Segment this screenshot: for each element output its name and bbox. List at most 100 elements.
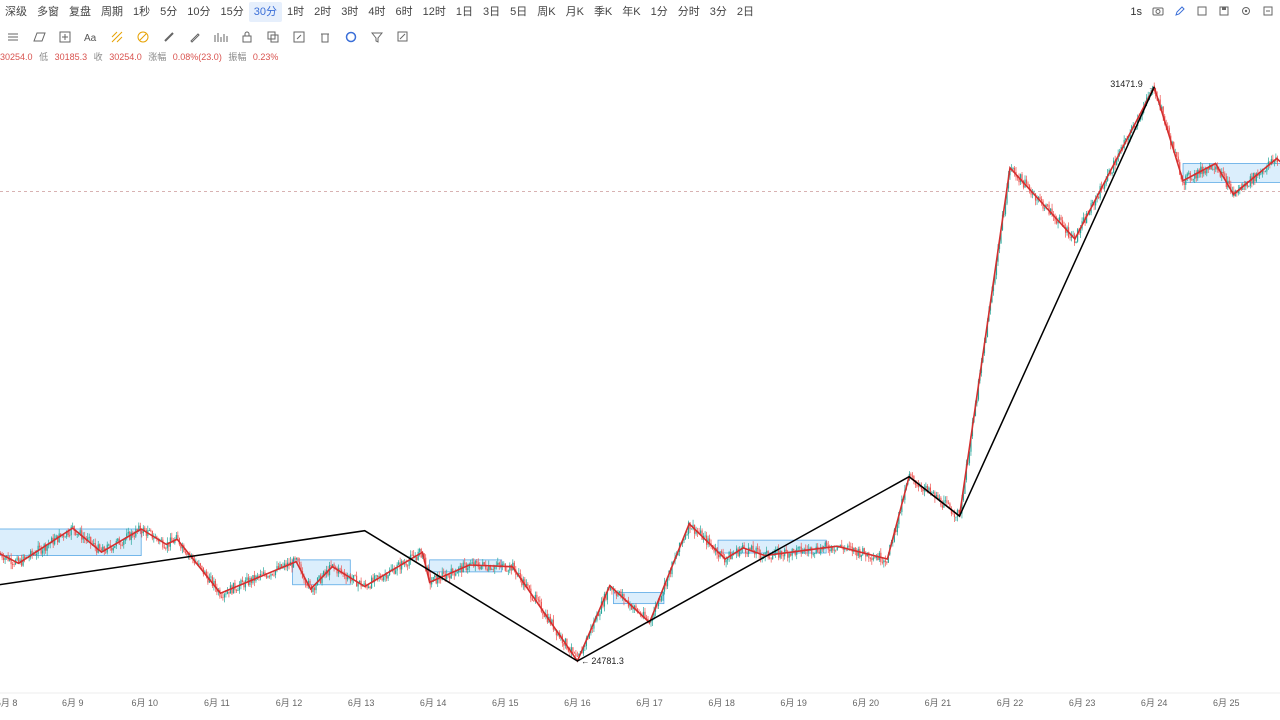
candle-body: [724, 558, 726, 563]
period-item[interactable]: 2时: [314, 6, 332, 18]
candle-body: [874, 557, 876, 559]
candle-body: [929, 487, 931, 494]
candle-body: [501, 564, 503, 567]
candle-body: [600, 601, 603, 614]
period-item[interactable]: 5分: [160, 6, 178, 18]
candle-body: [166, 542, 168, 549]
indicator-icon[interactable]: [208, 27, 234, 47]
period-item[interactable]: 4时: [368, 6, 386, 18]
period-item[interactable]: 月K: [565, 6, 584, 18]
candle-body: [378, 576, 380, 577]
period-item[interactable]: 1时: [287, 6, 305, 18]
candle-body: [432, 577, 434, 583]
period-item[interactable]: 分时: [677, 6, 700, 18]
period-item[interactable]: 1分: [650, 6, 668, 18]
candle-body: [318, 575, 320, 579]
period-item[interactable]: 6时: [395, 6, 413, 18]
x-tick-label: 6月 17: [636, 698, 663, 708]
pattern-icon[interactable]: [130, 27, 156, 47]
text-icon[interactable]: Aa: [78, 27, 104, 47]
candle-body: [1207, 167, 1209, 170]
magnet-icon[interactable]: [338, 27, 364, 47]
more-icon[interactable]: [1262, 5, 1274, 20]
extreme-annotation: 31471.9: [1110, 79, 1143, 89]
candle-body: [1022, 180, 1025, 188]
candle-body: [1174, 152, 1176, 153]
candle-body: [755, 547, 757, 555]
period-item[interactable]: 5日: [510, 6, 528, 18]
period-item[interactable]: 12时: [422, 6, 446, 18]
candle-body: [75, 530, 77, 535]
candle-body: [761, 556, 763, 558]
period-item[interactable]: 季K: [593, 6, 613, 18]
crosshair-icon[interactable]: [52, 27, 78, 47]
copy-icon[interactable]: [260, 27, 286, 47]
brush-icon[interactable]: [182, 27, 208, 47]
candle-body: [862, 548, 864, 555]
price-chart[interactable]: 31471.9 → 24781.3← 6月 8 6月 9 6月 10 6月 11 6月 12 6…: [0, 56, 1280, 720]
candle-body: [608, 589, 610, 591]
candle-body: [175, 535, 177, 540]
gear-icon[interactable]: [1240, 5, 1252, 20]
expand-icon[interactable]: [1196, 5, 1208, 20]
trash-icon[interactable]: [312, 27, 338, 47]
candle-body: [617, 593, 619, 596]
period-item[interactable]: 年K: [622, 6, 641, 18]
candle-body: [309, 580, 311, 586]
pen-icon[interactable]: [1174, 5, 1186, 20]
lock-icon[interactable]: [234, 27, 260, 47]
change-label: 涨幅: [148, 52, 167, 62]
candle-body: [575, 653, 577, 657]
period-item[interactable]: 30分: [248, 2, 282, 22]
annotation-arrow: ←: [581, 657, 589, 666]
candle-body: [578, 654, 580, 657]
edit-icon[interactable]: [286, 27, 312, 47]
period-item[interactable]: 3时: [341, 6, 359, 18]
candle-body: [1269, 161, 1271, 165]
candle-body: [555, 629, 557, 636]
period-item[interactable]: 1秒: [133, 6, 151, 18]
candle-body: [127, 531, 129, 534]
candle-body: [1061, 220, 1064, 226]
layers-icon[interactable]: [390, 27, 416, 47]
candle-body: [769, 557, 771, 559]
period-item[interactable]: 3分: [709, 6, 727, 18]
period-item[interactable]: 复盘: [69, 6, 91, 18]
ruler-icon[interactable]: [156, 27, 182, 47]
candle-body: [148, 530, 150, 532]
save-icon[interactable]: [1218, 5, 1230, 20]
candle-body: [184, 551, 186, 554]
candle-body: [180, 544, 182, 549]
candle-body: [713, 549, 715, 552]
period-item[interactable]: 2日: [736, 6, 754, 18]
period-item[interactable]: 周期: [101, 6, 123, 18]
candle-body: [572, 647, 574, 653]
period-item[interactable]: 1日: [455, 6, 473, 18]
period-item[interactable]: 3日: [483, 6, 501, 18]
period-item[interactable]: 深级: [5, 6, 27, 18]
filter-icon[interactable]: [364, 27, 390, 47]
period-item[interactable]: 多窗: [37, 6, 59, 18]
parallel-line-icon[interactable]: [26, 27, 52, 47]
candle-body: [64, 536, 66, 538]
camera-icon[interactable]: [1152, 5, 1164, 20]
menu-icon[interactable]: [0, 27, 26, 47]
candle-body: [621, 594, 624, 597]
period-item[interactable]: 15分: [220, 6, 244, 18]
candle-body: [865, 553, 867, 557]
candle-body: [1104, 184, 1106, 189]
candle-body: [519, 573, 521, 579]
candle-body: [722, 552, 724, 559]
candle-body: [850, 546, 852, 548]
refresh-rate-label[interactable]: 1s: [1130, 6, 1142, 18]
candle-body: [995, 261, 998, 276]
candle-body: [381, 578, 383, 581]
fibonacci-icon[interactable]: [104, 27, 130, 47]
period-item[interactable]: 周K: [537, 6, 556, 18]
candle-body: [635, 605, 637, 609]
candle-body: [363, 583, 365, 586]
candle-body: [416, 556, 418, 560]
candle-body: [1266, 166, 1268, 172]
period-item[interactable]: 10分: [187, 6, 211, 18]
candle-body: [402, 561, 404, 565]
